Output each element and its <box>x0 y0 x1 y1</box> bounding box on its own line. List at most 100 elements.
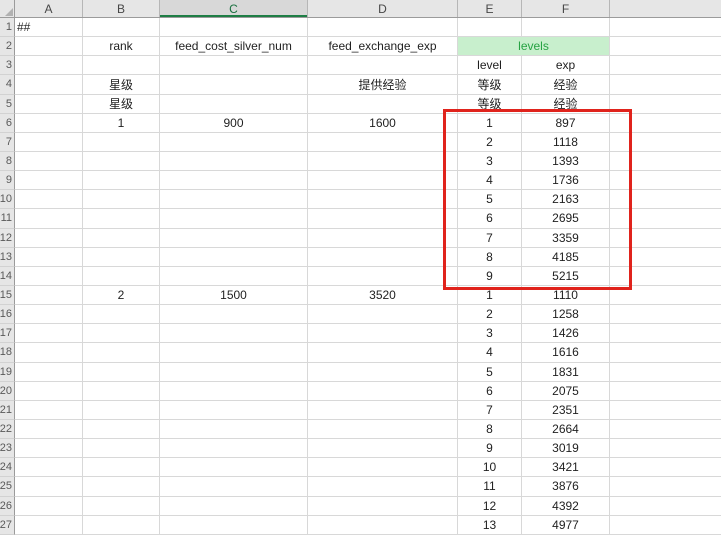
cell-B16[interactable] <box>83 305 160 325</box>
cell-F10[interactable]: 2163 <box>522 190 610 210</box>
cell-E13[interactable]: 8 <box>458 247 522 267</box>
column-header-A[interactable]: A <box>15 0 83 17</box>
cell-A25[interactable] <box>15 477 83 497</box>
cell-D17[interactable] <box>308 324 458 344</box>
cell-F18[interactable]: 1616 <box>522 343 610 363</box>
cell-B1[interactable] <box>83 18 160 38</box>
cell-C27[interactable] <box>160 515 308 535</box>
cell-E5[interactable]: 等级 <box>458 94 522 114</box>
cell-F8[interactable]: 1393 <box>522 151 610 172</box>
cell-F1[interactable] <box>522 18 610 38</box>
cell-G2[interactable] <box>610 37 721 57</box>
cell-F27[interactable]: 4977 <box>522 515 610 535</box>
cell-D9[interactable] <box>308 171 458 191</box>
cell-C6[interactable]: 900 <box>160 113 308 133</box>
row-header-19[interactable]: 19 <box>0 362 15 382</box>
cell-G23[interactable] <box>610 439 721 459</box>
cell-B4[interactable]: 星级 <box>83 75 160 95</box>
cell-F14[interactable]: 5215 <box>522 266 610 286</box>
row-header-20[interactable]: 20 <box>0 381 15 401</box>
cell-C16[interactable] <box>160 305 308 325</box>
cell-E15[interactable]: 1 <box>458 285 522 306</box>
cell-D25[interactable] <box>308 477 458 497</box>
row-header-7[interactable]: 7 <box>0 132 15 152</box>
row-header-2[interactable]: 2 <box>0 37 15 57</box>
cell-G27[interactable] <box>610 516 721 535</box>
cell-G17[interactable] <box>610 324 721 344</box>
cell-C11[interactable] <box>160 209 308 229</box>
cell-A4[interactable] <box>15 75 83 95</box>
cell-D10[interactable] <box>308 190 458 210</box>
row-header-10[interactable]: 10 <box>0 190 15 210</box>
cell-A3[interactable] <box>15 56 83 76</box>
row-header-6[interactable]: 6 <box>0 113 15 133</box>
cell-F9[interactable]: 1736 <box>522 171 610 191</box>
cell-E23[interactable]: 9 <box>458 439 522 459</box>
cell-B15[interactable]: 2 <box>83 285 160 306</box>
cell-G10[interactable] <box>610 190 721 210</box>
cell-D6[interactable]: 1600 <box>308 113 458 133</box>
cell-D21[interactable] <box>308 400 458 420</box>
cell-B2[interactable]: rank <box>83 37 160 57</box>
cell-B21[interactable] <box>83 400 160 420</box>
cell-G21[interactable] <box>610 401 721 420</box>
cell-G16[interactable] <box>610 305 721 325</box>
column-header-D[interactable]: D <box>308 0 458 17</box>
row-header-18[interactable]: 18 <box>0 343 15 363</box>
cell-C10[interactable] <box>160 190 308 210</box>
cell-B3[interactable] <box>83 56 160 76</box>
cell-D11[interactable] <box>308 209 458 229</box>
cell-A21[interactable] <box>15 400 83 420</box>
cell-G12[interactable] <box>610 229 721 248</box>
cell-F26[interactable]: 4392 <box>522 496 610 516</box>
cell-D8[interactable] <box>308 151 458 172</box>
cell-C14[interactable] <box>160 266 308 286</box>
cell-A23[interactable] <box>15 439 83 459</box>
row-header-3[interactable]: 3 <box>0 56 15 76</box>
cell-C9[interactable] <box>160 171 308 191</box>
cell-E16[interactable]: 2 <box>458 305 522 325</box>
cell-A26[interactable] <box>15 496 83 516</box>
row-header-15[interactable]: 15 <box>0 285 15 306</box>
cell-D12[interactable] <box>308 228 458 248</box>
cell-G4[interactable] <box>610 75 721 95</box>
cell-G26[interactable] <box>610 497 721 516</box>
cell-D26[interactable] <box>308 496 458 516</box>
row-header-14[interactable]: 14 <box>0 266 15 286</box>
cell-F5[interactable]: 经验 <box>522 94 610 114</box>
cell-A1[interactable]: ## <box>15 18 83 38</box>
column-header-F[interactable]: F <box>522 0 610 17</box>
cell-C22[interactable] <box>160 419 308 440</box>
cell-E11[interactable]: 6 <box>458 209 522 229</box>
cell-B6[interactable]: 1 <box>83 113 160 133</box>
cell-D4[interactable]: 提供经验 <box>308 75 458 95</box>
cell-G22[interactable] <box>610 420 721 440</box>
cell-A5[interactable] <box>15 94 83 114</box>
cell-B24[interactable] <box>83 458 160 478</box>
cell-B7[interactable] <box>83 132 160 152</box>
cell-E14[interactable]: 9 <box>458 266 522 286</box>
cell-F21[interactable]: 2351 <box>522 400 610 420</box>
select-all-corner[interactable] <box>0 0 15 17</box>
cell-E10[interactable]: 5 <box>458 190 522 210</box>
cell-A6[interactable] <box>15 113 83 133</box>
cell-C25[interactable] <box>160 477 308 497</box>
cell-G3[interactable] <box>610 56 721 76</box>
row-header-26[interactable]: 26 <box>0 496 15 516</box>
cell-E7[interactable]: 2 <box>458 132 522 152</box>
row-header-5[interactable]: 5 <box>0 94 15 114</box>
row-header-8[interactable]: 8 <box>0 151 15 172</box>
cell-A7[interactable] <box>15 132 83 152</box>
cell-C23[interactable] <box>160 439 308 459</box>
cell-G7[interactable] <box>610 133 721 152</box>
cell-G24[interactable] <box>610 458 721 478</box>
cell-B12[interactable] <box>83 228 160 248</box>
cell-D7[interactable] <box>308 132 458 152</box>
cell-C5[interactable] <box>160 94 308 114</box>
row-header-16[interactable]: 16 <box>0 305 15 325</box>
cell-G8[interactable] <box>610 152 721 172</box>
cell-A9[interactable] <box>15 171 83 191</box>
cell-F23[interactable]: 3019 <box>522 439 610 459</box>
cell-F16[interactable]: 1258 <box>522 305 610 325</box>
cell-A18[interactable] <box>15 343 83 363</box>
